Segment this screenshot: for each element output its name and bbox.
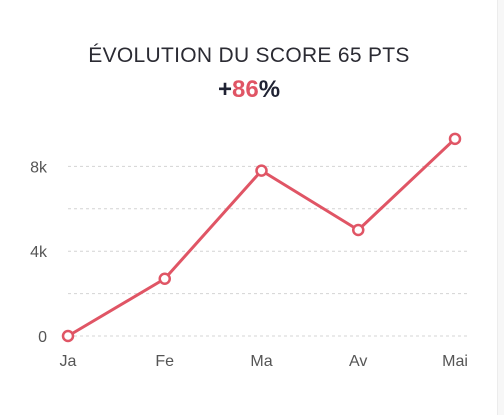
data-point[interactable] — [158, 272, 171, 286]
y-tick-label: 4k — [30, 244, 48, 261]
data-point[interactable] — [255, 164, 268, 177]
data-point[interactable] — [352, 223, 365, 237]
x-tick-label: Ma — [250, 353, 272, 370]
grid-lines — [68, 165, 470, 337]
y-axis-labels: 0 4k 8k — [30, 159, 48, 346]
delta-value: 86 — [231, 76, 259, 103]
x-tick-label: Ja — [60, 353, 77, 370]
y-tick-label: 8k — [30, 159, 48, 176]
x-tick-label: Av — [349, 353, 367, 370]
score-delta: +86% — [0, 76, 498, 104]
delta-unit: % — [258, 76, 281, 103]
x-tick-label: Mai — [442, 353, 468, 370]
x-tick-label: Fe — [155, 353, 174, 370]
y-tick-label: 0 — [38, 329, 47, 346]
delta-sign: + — [217, 76, 232, 103]
x-axis-labels: Ja Fe Ma Av Mai — [60, 353, 468, 370]
data-point[interactable] — [448, 132, 462, 146]
data-markers — [61, 132, 462, 343]
chart-title: ÉVOLUTION DU SCORE 65 PTS — [88, 44, 410, 67]
data-point[interactable] — [61, 329, 75, 343]
